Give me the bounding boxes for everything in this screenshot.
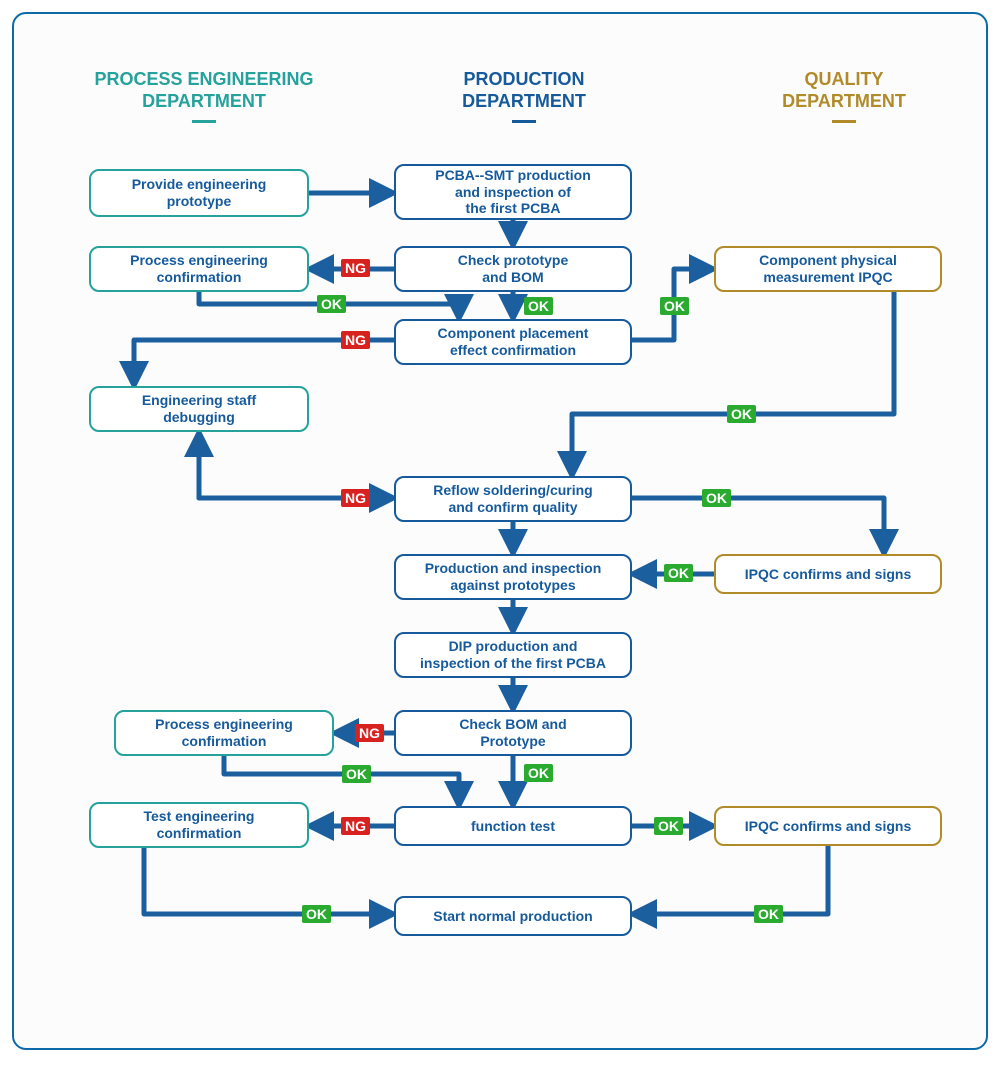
edge-tag-ok: OK	[342, 765, 371, 783]
edge-tag-ng: NG	[355, 724, 384, 742]
edge-tag-ok: OK	[654, 817, 683, 835]
column-header-h1: PROCESS ENGINEERINGDEPARTMENT	[74, 69, 334, 123]
edge-tag-ng: NG	[341, 259, 370, 277]
node-n2: PCBA--SMT productionand inspection ofthe…	[394, 164, 632, 220]
node-n13: Process engineeringconfirmation	[114, 710, 334, 756]
node-n17: Start normal production	[394, 896, 632, 936]
node-n6: Component physicalmeasurement IPQC	[714, 246, 942, 292]
node-n15: Test engineeringconfirmation	[89, 802, 309, 848]
edge-tag-ok: OK	[524, 297, 553, 315]
column-header-h3: QUALITYDEPARTMENT	[714, 69, 974, 123]
flowchart-container: PROCESS ENGINEERINGDEPARTMENT PRODUCTIOND…	[12, 12, 988, 1050]
node-n16: IPQC confirms and signs	[714, 806, 942, 846]
edge-tag-ok: OK	[727, 405, 756, 423]
edge-tag-ng: NG	[341, 489, 370, 507]
edge-n15-n17l	[144, 848, 394, 914]
node-n10: Production and inspectionagainst prototy…	[394, 554, 632, 600]
node-n8: Reflow soldering/curingand confirm quali…	[394, 476, 632, 522]
edge-tag-ok: OK	[754, 905, 783, 923]
node-n1: Provide engineeringprototype	[89, 169, 309, 217]
edge-tag-ok: OK	[664, 564, 693, 582]
edge-tag-ok: OK	[702, 489, 731, 507]
node-n5: Component placementeffect confirmation	[394, 319, 632, 365]
edge-tag-ok: OK	[317, 295, 346, 313]
edge-tag-ng: NG	[341, 331, 370, 349]
edge-tag-ok: OK	[302, 905, 331, 923]
edge-tag-ok: OK	[524, 764, 553, 782]
edge-n8-n9	[632, 498, 884, 554]
edge-tag-ng: NG	[341, 817, 370, 835]
node-n4: Process engineeringconfirmation	[89, 246, 309, 292]
node-n12: Check BOM andPrototype	[394, 710, 632, 756]
node-n11: DIP production andinspection of the firs…	[394, 632, 632, 678]
node-n9: IPQC confirms and signs	[714, 554, 942, 594]
column-header-h2: PRODUCTIONDEPARTMENT	[394, 69, 654, 123]
edge-tag-ok: OK	[660, 297, 689, 315]
node-n3: Check prototypeand BOM	[394, 246, 632, 292]
node-n14: function test	[394, 806, 632, 846]
node-n7: Engineering staffdebugging	[89, 386, 309, 432]
edge-n16-n17r	[632, 846, 828, 914]
